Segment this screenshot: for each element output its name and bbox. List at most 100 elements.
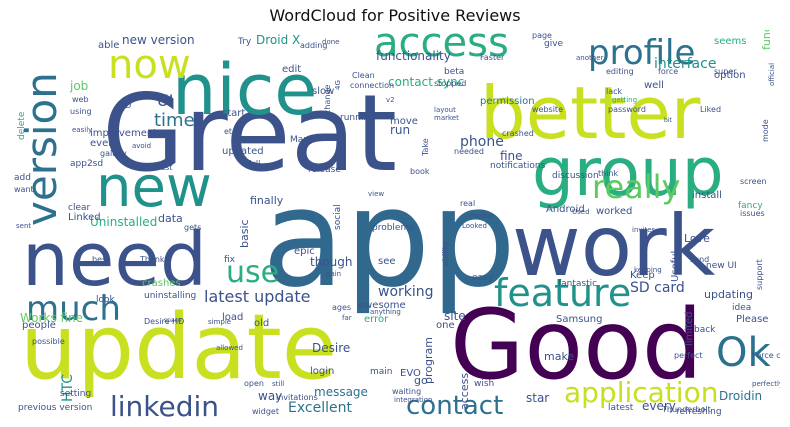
word-still: integration	[394, 396, 432, 404]
word-view: problems	[372, 223, 414, 233]
word-error: Useful	[670, 251, 681, 282]
word-setting: previous version	[18, 403, 92, 413]
word-start: move	[390, 116, 418, 127]
word-seems: well	[644, 80, 664, 91]
word-sd: Try	[237, 37, 252, 47]
word-run: slow	[312, 86, 334, 97]
word-linkedin: linkedin	[110, 390, 219, 417]
word-real: needed	[454, 147, 484, 156]
word-permission: access	[458, 373, 471, 410]
word-another: official	[768, 63, 776, 86]
word-every: go	[414, 374, 428, 387]
word-simple: space	[164, 317, 182, 324]
word-work: work	[512, 197, 716, 295]
word-interface: interface	[654, 56, 716, 72]
word-think: Take	[421, 138, 430, 157]
word-ui: UI	[157, 91, 173, 110]
word-allowed: widget	[252, 407, 279, 416]
word-issues: Used	[572, 208, 590, 216]
word-add: clear	[68, 203, 91, 213]
word-connection: Clean	[352, 71, 375, 80]
word-market: layout	[434, 106, 456, 114]
word-basic: finally	[250, 194, 284, 207]
word-possible: allowed	[216, 344, 243, 352]
word-update: update	[20, 295, 337, 400]
word-mobile: real	[460, 199, 475, 208]
word-droidin: Droidin	[719, 389, 762, 403]
word-feature: feature	[494, 271, 631, 315]
word-site: Samsung	[556, 314, 602, 325]
word-ability: mode	[761, 119, 770, 142]
word-liked: last	[158, 163, 172, 172]
word-contact: contact	[406, 391, 503, 417]
word-take: crashed	[502, 129, 534, 138]
word-now: now	[108, 42, 191, 88]
word-app2sd: galaxy	[100, 149, 127, 158]
word-clear: Linked	[68, 212, 101, 223]
word-data: Uninstalled	[90, 215, 157, 229]
word-much: much	[26, 289, 121, 329]
word-official: super	[714, 67, 737, 76]
word-clean: another	[576, 54, 603, 62]
word-able: job	[69, 79, 88, 93]
word-move: run	[390, 123, 410, 137]
word-website: lack	[606, 87, 623, 96]
word-galaxy: etc	[224, 127, 236, 136]
page-title: WordCloud for Positive Reviews	[269, 6, 521, 25]
word-notifications: release	[308, 165, 341, 175]
word-updating: see	[378, 256, 396, 267]
word-useful: Please	[736, 314, 768, 325]
word-message: message	[314, 385, 368, 399]
word-faster: beta	[444, 67, 464, 77]
word-excellent: Excellent	[288, 400, 352, 416]
word-keep: Love	[684, 232, 710, 245]
word-contact-sync: permission	[480, 96, 535, 107]
word-send: issues	[740, 209, 765, 218]
word-go: way	[258, 389, 282, 403]
word-time: time	[154, 110, 195, 131]
word-linked: social	[333, 204, 343, 230]
word-new-ui: limited	[684, 312, 695, 347]
word-previous-version: delete	[17, 111, 27, 140]
word-widget: open	[244, 379, 264, 388]
word-old: EVO	[400, 368, 421, 379]
word-edit: able	[98, 40, 119, 51]
word-fantastic: easy	[472, 273, 494, 283]
word-updated: start	[222, 108, 245, 119]
word-wish: setting	[60, 389, 91, 399]
word-perfect: support	[755, 259, 764, 290]
word-though: basic	[238, 219, 251, 248]
word-job: even	[90, 138, 115, 149]
word-works-fine: Works fine	[20, 311, 83, 325]
word-mode: bit	[664, 117, 672, 124]
word-droid-x: Droid X	[256, 33, 300, 47]
word-gets: perfectly	[752, 380, 780, 388]
word-idea: Force close	[752, 351, 780, 360]
word-make: site	[444, 309, 466, 323]
word-nice: nice	[172, 49, 317, 131]
word-function: option	[714, 70, 746, 81]
word-load: awesome	[358, 300, 406, 311]
word-login: new UI	[706, 261, 737, 271]
word-try: adding	[300, 41, 327, 50]
word-want: add	[14, 173, 31, 183]
word-android: install	[692, 190, 722, 201]
word-looked: mobile	[470, 212, 494, 220]
word-easily: using	[70, 107, 92, 116]
word-uninstalling: crashes	[142, 278, 181, 289]
word-stopped: connection	[350, 81, 394, 90]
word-last: gets	[184, 223, 201, 232]
word-samsung: error	[364, 314, 389, 325]
word-give: think	[598, 169, 619, 178]
word-main: login	[310, 366, 334, 377]
word-easy: far	[342, 314, 352, 322]
word-latest-update: latest update	[204, 287, 310, 306]
word-program: one	[436, 320, 455, 331]
word-social: fix	[224, 255, 236, 265]
word-screen: fancy	[738, 201, 763, 211]
word-application: application	[564, 376, 718, 409]
word-htc: HTC	[60, 374, 76, 402]
word-profile: profile	[588, 33, 695, 73]
word-used: invites	[632, 226, 656, 234]
word-good: Good	[450, 289, 703, 401]
